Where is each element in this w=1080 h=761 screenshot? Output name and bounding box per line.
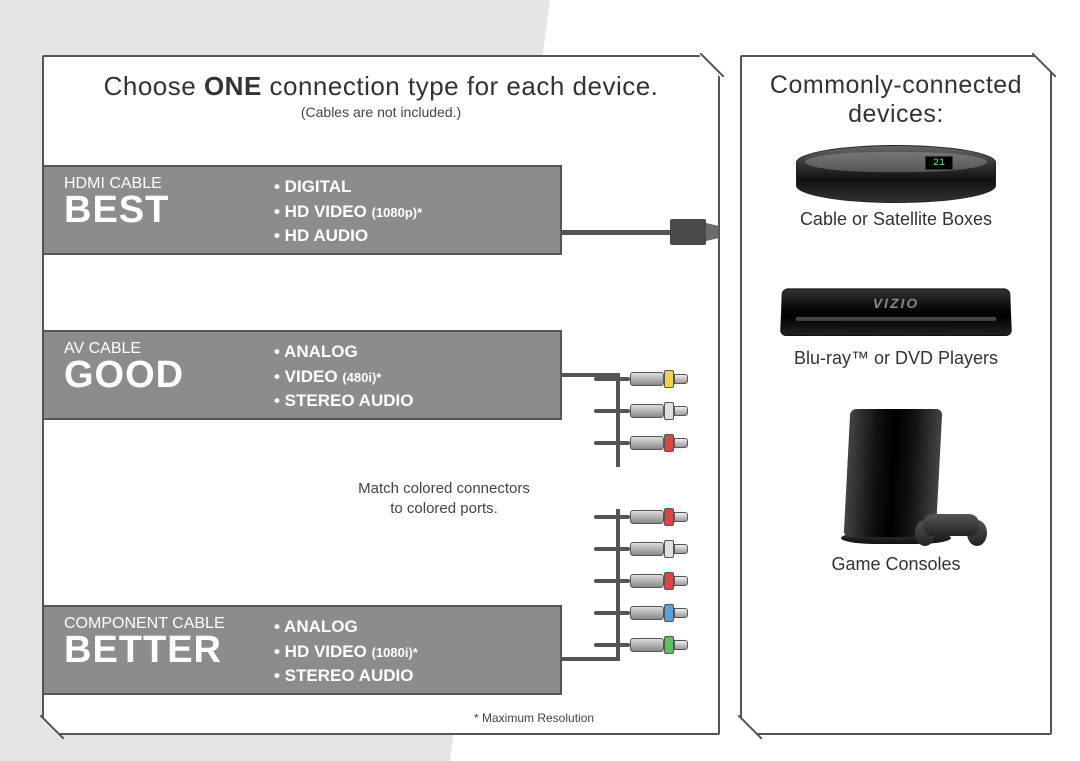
wire [616, 373, 620, 467]
feature: • STEREO AUDIO [274, 389, 413, 414]
corner-cut-icon [738, 715, 762, 739]
corner-cut-icon [700, 53, 724, 77]
rca-plug-icon [630, 571, 690, 591]
note-line: to colored ports. [390, 500, 498, 517]
cable-features: • ANALOG • HD VIDEO (1080i)* • STEREO AU… [274, 615, 418, 689]
feature: • VIDEO (480i)* [274, 365, 413, 390]
bluray-illustration: VIZIO [780, 288, 1012, 336]
rca-plug-icon [630, 401, 690, 421]
connection-panel: Choose ONE connection type for each devi… [42, 55, 720, 735]
device-label: Cable or Satellite Boxes [742, 209, 1050, 230]
rca-plug-icon [630, 539, 690, 559]
device-label: Game Consoles [742, 554, 1050, 575]
headline-line: Commonly-connected [770, 71, 1022, 99]
headline-post: connection type for each device. [262, 71, 659, 101]
hdmi-plug-icon [670, 219, 706, 245]
device-label: Blu-ray™ or DVD Players [742, 348, 1050, 369]
cable-features: • ANALOG • VIDEO (480i)* • STEREO AUDIO [274, 340, 413, 414]
rca-plug-icon [630, 603, 690, 623]
corner-cut-icon [40, 715, 64, 739]
feature: • HD AUDIO [274, 224, 422, 249]
corner-cut-icon [1032, 53, 1056, 77]
gamepad-icon [915, 506, 987, 546]
rca-plug-icon [630, 433, 690, 453]
feature: • HD VIDEO (1080p)* [274, 200, 422, 225]
wire [562, 657, 616, 661]
feature: • STEREO AUDIO [274, 664, 418, 689]
subhead: (Cables are not included.) [44, 104, 718, 120]
cable-block-av: AV CABLE GOOD • ANALOG • VIDEO (480i)* •… [42, 330, 562, 420]
cable-box-display: 21 [925, 156, 953, 170]
feature: • DIGITAL [274, 175, 422, 200]
note-line: Match colored connectors [358, 480, 530, 497]
headline-pre: Choose [104, 71, 204, 101]
headline: Choose ONE connection type for each devi… [44, 71, 718, 102]
devices-panel: Commonly-connected devices: 21 Cable or … [740, 55, 1052, 735]
cable-features: • DIGITAL • HD VIDEO (1080p)* • HD AUDIO [274, 175, 422, 249]
rca-plug-icon [630, 369, 690, 389]
feature: • ANALOG [274, 615, 418, 640]
devices-headline: Commonly-connected devices: [742, 71, 1050, 129]
console-illustration [841, 409, 951, 544]
cable-block-component: COMPONENT CABLE BETTER • ANALOG • HD VID… [42, 605, 562, 695]
rca-set-av [630, 357, 690, 465]
match-note: Match colored connectors to colored port… [314, 479, 574, 518]
feature: • ANALOG [274, 340, 413, 365]
rca-plug-icon [630, 507, 690, 527]
feature: • HD VIDEO (1080i)* [274, 640, 418, 665]
headline-line: devices: [848, 100, 944, 128]
cable-box-illustration: 21 [796, 145, 996, 203]
cable-block-hdmi: HDMI CABLE BEST • DIGITAL • HD VIDEO (10… [42, 165, 562, 255]
rca-set-component [630, 495, 690, 667]
rca-plug-icon [630, 635, 690, 655]
bluray-logo: VIZIO [782, 295, 1010, 311]
hdmi-cable-line [562, 230, 672, 235]
headline-bold: ONE [204, 71, 262, 101]
wire [616, 509, 620, 661]
footnote: * Maximum Resolution [474, 711, 594, 725]
